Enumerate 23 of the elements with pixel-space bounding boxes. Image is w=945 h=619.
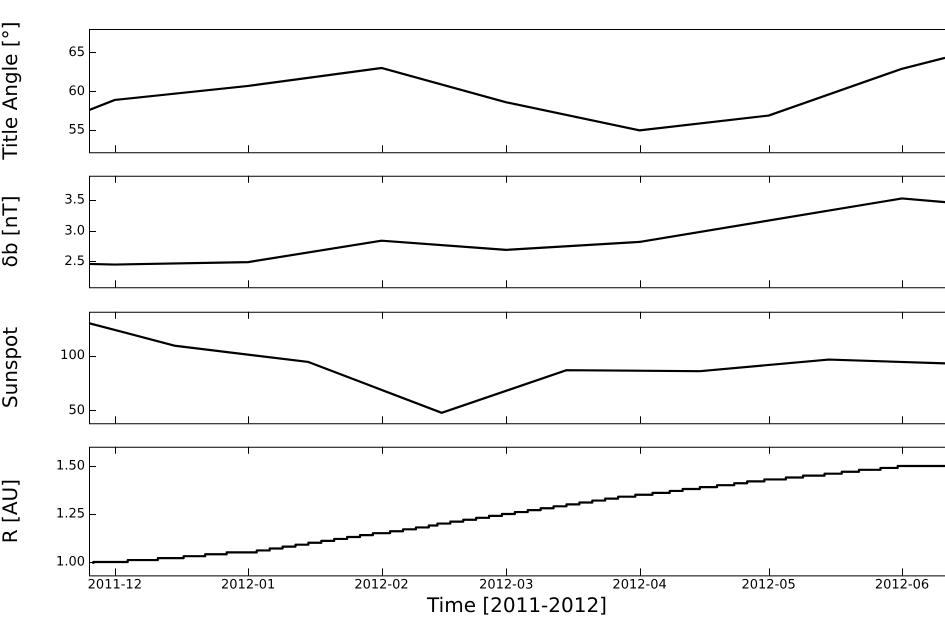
- y-tick-label: 1.50: [56, 458, 85, 474]
- y-tick-label: 3.5: [64, 192, 85, 208]
- y-axis-title: R [AU]: [0, 478, 22, 543]
- y-tick-label: 65: [68, 44, 85, 60]
- y-tick-label: 1.00: [56, 554, 85, 570]
- x-tick-label: 2012-01: [220, 577, 276, 592]
- y-tick-label: 1.25: [56, 506, 85, 522]
- y-tick-label: 2.5: [64, 254, 85, 270]
- y-tick-label: 50: [68, 402, 85, 418]
- y-axis-title: Title Angle [°]: [0, 22, 22, 161]
- y-tick-label: 55: [68, 122, 85, 138]
- y-tick-label: 3.0: [64, 224, 85, 239]
- x-tick-label: 2011-12: [88, 577, 142, 592]
- x-tick-label: 2012-02: [354, 577, 409, 592]
- x-tick-label: 2012-05: [741, 577, 796, 592]
- y-tick-label: 60: [68, 84, 85, 99]
- y-tick-label: 100: [60, 347, 85, 362]
- x-axis-title: Time [2011-2012]: [426, 592, 607, 617]
- x-tick-label: 2012-06: [874, 577, 930, 592]
- y-axis-title: Sunspot: [0, 326, 22, 408]
- y-axis-title: δb [nT]: [0, 196, 22, 268]
- x-tick-label: 2012-04: [612, 577, 667, 592]
- x-tick-label: 2012-03: [479, 577, 534, 592]
